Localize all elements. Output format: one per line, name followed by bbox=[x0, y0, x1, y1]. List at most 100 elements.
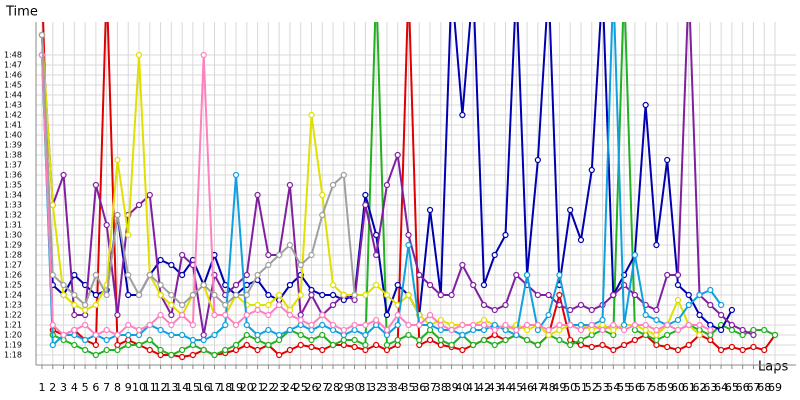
lap-point bbox=[771, 331, 779, 339]
lap-point bbox=[243, 321, 250, 329]
lap-point bbox=[114, 211, 121, 219]
lap-point bbox=[114, 346, 121, 354]
x-tick-label: 63 bbox=[703, 381, 717, 394]
lap-point bbox=[71, 301, 78, 309]
lap-point bbox=[437, 291, 444, 299]
lap-point bbox=[211, 291, 218, 299]
lap-point bbox=[222, 321, 229, 329]
x-tick-label: 67 bbox=[746, 381, 760, 394]
lap-point bbox=[383, 326, 391, 334]
lap-point bbox=[437, 326, 444, 334]
x-tick-label: 25 bbox=[294, 381, 308, 394]
lap-point bbox=[588, 306, 595, 314]
lap-point bbox=[92, 271, 99, 279]
x-tick-label: 7 bbox=[103, 381, 110, 394]
lap-point bbox=[707, 336, 714, 344]
lap-point bbox=[276, 336, 283, 344]
lap-point bbox=[599, 321, 606, 329]
lap-point bbox=[340, 291, 347, 299]
x-tick-label: 58 bbox=[649, 381, 663, 394]
lap-point bbox=[276, 351, 283, 359]
lap-point bbox=[232, 346, 240, 354]
lap-point bbox=[179, 271, 186, 279]
lap-point bbox=[286, 346, 294, 354]
lap-point bbox=[157, 281, 164, 289]
lap-point bbox=[545, 331, 552, 339]
y-tick-label: 1:42 bbox=[4, 111, 22, 120]
lap-point bbox=[718, 346, 725, 354]
lap-point bbox=[470, 341, 477, 349]
y-tick-label: 1:37 bbox=[4, 161, 22, 170]
lap-point bbox=[448, 291, 455, 299]
lap-point bbox=[394, 341, 401, 349]
lap-point bbox=[211, 331, 218, 339]
y-tick-label: 1:19 bbox=[4, 341, 22, 350]
lap-point bbox=[297, 321, 304, 329]
lap-point bbox=[437, 336, 444, 344]
x-tick-label: 3 bbox=[60, 381, 67, 394]
lap-point bbox=[92, 301, 99, 309]
y-tick-label: 1:30 bbox=[4, 231, 22, 240]
lap-point bbox=[685, 321, 692, 329]
lap-point bbox=[125, 321, 132, 329]
lap-point bbox=[308, 111, 315, 119]
y-tick-label: 1:23 bbox=[4, 301, 22, 310]
x-tick-label: 60 bbox=[671, 381, 685, 394]
lap-point bbox=[38, 31, 46, 39]
lap-point bbox=[243, 331, 250, 339]
x-tick-label: 17 bbox=[207, 381, 221, 394]
x-tick-label: 23 bbox=[272, 381, 286, 394]
lap-point bbox=[664, 321, 671, 329]
lap-point bbox=[297, 341, 304, 349]
lap-point bbox=[146, 321, 153, 329]
y-tick-label: 1:40 bbox=[4, 131, 22, 140]
lap-line bbox=[41, 22, 722, 348]
lap-point bbox=[674, 296, 682, 304]
lap-point bbox=[491, 251, 498, 259]
lap-point bbox=[71, 271, 78, 279]
lap-point bbox=[329, 321, 337, 329]
lap-point bbox=[739, 326, 746, 334]
lap-point bbox=[437, 341, 444, 349]
x-tick-label: 5 bbox=[82, 381, 89, 394]
x-tick-label: 26 bbox=[304, 381, 318, 394]
lap-point bbox=[362, 346, 369, 354]
y-tick-label: 1:39 bbox=[4, 141, 22, 150]
lap-point bbox=[211, 311, 218, 319]
lap-point bbox=[599, 341, 606, 349]
y-tick-label: 1:32 bbox=[4, 211, 22, 220]
lap-point bbox=[232, 341, 240, 349]
lap-point bbox=[394, 151, 401, 159]
lap-point bbox=[319, 311, 326, 319]
lap-point bbox=[718, 326, 725, 334]
lap-point bbox=[750, 331, 757, 339]
lap-point bbox=[739, 346, 746, 354]
lap-point bbox=[405, 241, 412, 249]
lap-point bbox=[200, 331, 207, 339]
lap-point bbox=[254, 331, 261, 339]
lap-point bbox=[82, 306, 89, 314]
lap-point bbox=[707, 331, 714, 339]
lap-point bbox=[426, 206, 434, 214]
x-tick-label: 47 bbox=[531, 381, 545, 394]
lap-point bbox=[761, 346, 768, 354]
lap-point bbox=[664, 331, 671, 339]
lap-point bbox=[146, 191, 153, 199]
x-tick-label: 27 bbox=[315, 381, 329, 394]
y-tick-label: 1:18 bbox=[4, 351, 22, 360]
x-tick-label: 4 bbox=[71, 381, 78, 394]
lap-point bbox=[696, 326, 703, 334]
lap-point bbox=[362, 201, 369, 209]
lap-point bbox=[523, 271, 531, 279]
lap-point bbox=[340, 296, 347, 304]
lap-point bbox=[383, 341, 391, 349]
x-tick-label: 61 bbox=[682, 381, 696, 394]
lap-point bbox=[286, 181, 294, 189]
plot-area bbox=[38, 22, 779, 361]
y-tick-label: 1:26 bbox=[4, 271, 22, 280]
lap-point bbox=[426, 326, 434, 334]
lap-point bbox=[265, 311, 272, 319]
lap-point bbox=[103, 326, 110, 334]
lap-point bbox=[297, 331, 304, 339]
lap-point bbox=[491, 331, 498, 339]
